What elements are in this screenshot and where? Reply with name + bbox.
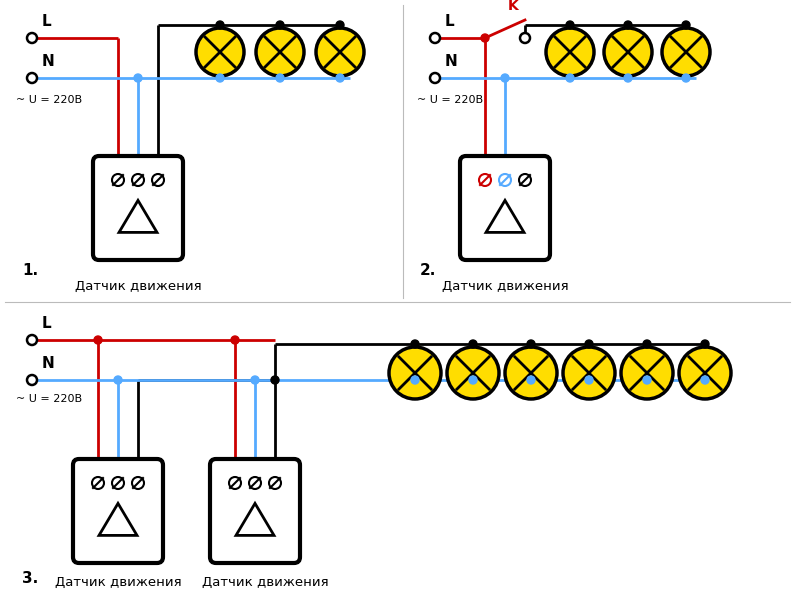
Circle shape [316, 28, 364, 76]
Circle shape [643, 376, 651, 384]
Circle shape [566, 74, 574, 82]
Circle shape [256, 28, 304, 76]
Circle shape [430, 73, 440, 83]
Text: L: L [445, 14, 454, 29]
Circle shape [216, 21, 224, 29]
Circle shape [469, 340, 477, 348]
Circle shape [336, 21, 344, 29]
Circle shape [662, 28, 710, 76]
Text: ~ U = 220В: ~ U = 220В [16, 95, 82, 105]
FancyBboxPatch shape [460, 156, 550, 260]
Text: N: N [445, 54, 458, 69]
Circle shape [27, 73, 37, 83]
Circle shape [249, 477, 261, 489]
Text: 1.: 1. [22, 263, 38, 278]
Text: Датчик движения: Датчик движения [442, 280, 568, 293]
Circle shape [527, 376, 535, 384]
Circle shape [499, 174, 511, 186]
Circle shape [430, 33, 440, 43]
Text: L: L [42, 316, 52, 331]
FancyBboxPatch shape [210, 459, 300, 563]
Circle shape [27, 33, 37, 43]
Circle shape [336, 74, 344, 82]
Circle shape [527, 340, 535, 348]
Circle shape [112, 477, 124, 489]
Circle shape [132, 477, 144, 489]
Circle shape [27, 375, 37, 385]
Text: K: K [508, 0, 518, 13]
Circle shape [520, 33, 530, 43]
Circle shape [276, 21, 284, 29]
Circle shape [251, 376, 259, 384]
Text: L: L [42, 14, 52, 29]
FancyBboxPatch shape [93, 156, 183, 260]
Circle shape [271, 376, 279, 384]
Circle shape [505, 347, 557, 399]
Polygon shape [99, 503, 137, 535]
Text: N: N [42, 54, 54, 69]
Circle shape [276, 74, 284, 82]
Circle shape [679, 347, 731, 399]
Text: ~ U = 220В: ~ U = 220В [417, 95, 483, 105]
Circle shape [585, 340, 593, 348]
Text: ~ U = 220В: ~ U = 220В [16, 394, 82, 404]
Circle shape [701, 340, 709, 348]
Circle shape [94, 336, 102, 344]
Text: N: N [42, 356, 54, 371]
Circle shape [411, 340, 419, 348]
Circle shape [624, 74, 632, 82]
Circle shape [112, 174, 124, 186]
Circle shape [132, 174, 144, 186]
Circle shape [585, 376, 593, 384]
Circle shape [682, 21, 690, 29]
Circle shape [389, 347, 441, 399]
Circle shape [521, 34, 529, 42]
Circle shape [624, 21, 632, 29]
Circle shape [216, 74, 224, 82]
Circle shape [563, 347, 615, 399]
Circle shape [701, 376, 709, 384]
Circle shape [447, 347, 499, 399]
Circle shape [479, 174, 491, 186]
FancyBboxPatch shape [73, 459, 163, 563]
Circle shape [643, 340, 651, 348]
Circle shape [231, 336, 239, 344]
Circle shape [152, 174, 164, 186]
Circle shape [469, 376, 477, 384]
Circle shape [604, 28, 652, 76]
Circle shape [682, 74, 690, 82]
Polygon shape [486, 200, 524, 232]
Circle shape [546, 28, 594, 76]
Circle shape [501, 74, 509, 82]
Circle shape [27, 335, 37, 345]
Text: 3.: 3. [22, 571, 38, 586]
Text: Датчик движения: Датчик движения [54, 576, 182, 589]
Polygon shape [236, 503, 274, 535]
Circle shape [621, 347, 673, 399]
Circle shape [519, 174, 531, 186]
Circle shape [566, 21, 574, 29]
Circle shape [411, 376, 419, 384]
Circle shape [229, 477, 241, 489]
Circle shape [114, 376, 122, 384]
Polygon shape [119, 200, 157, 232]
Circle shape [134, 74, 142, 82]
Circle shape [196, 28, 244, 76]
Circle shape [92, 477, 104, 489]
Circle shape [481, 34, 489, 42]
Circle shape [269, 477, 281, 489]
Text: Датчик движения: Датчик движения [202, 576, 328, 589]
Text: Датчик движения: Датчик движения [74, 280, 202, 293]
Text: 2.: 2. [420, 263, 436, 278]
